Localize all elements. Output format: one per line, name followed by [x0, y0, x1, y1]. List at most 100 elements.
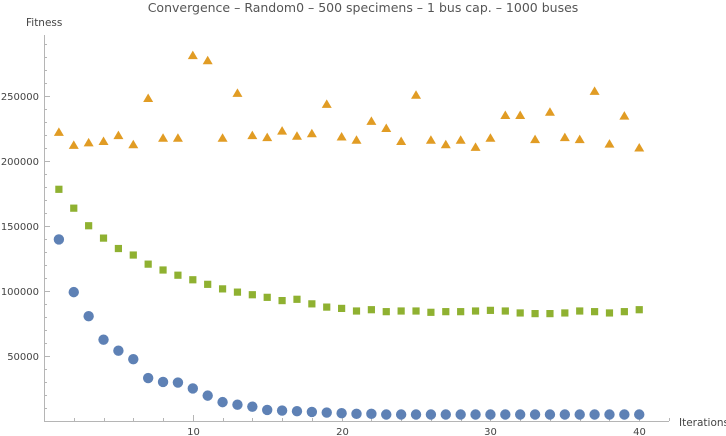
- axis-ticks: 10 20 30 40 50000 100000 150000 200000 250000: [1, 44, 670, 436]
- square-point: [144, 260, 152, 268]
- triangle-point: [381, 123, 392, 132]
- circle-point: [604, 409, 615, 420]
- triangle-point: [68, 140, 79, 149]
- square-point: [338, 304, 346, 313]
- circle-point: [500, 409, 511, 420]
- square-point: [590, 308, 599, 316]
- y-tick-label: 200000: [1, 157, 39, 168]
- triangle-point: [619, 111, 630, 120]
- data-points: [53, 50, 645, 420]
- square-point: [605, 309, 614, 317]
- triangle-point: [351, 135, 362, 144]
- circle-point: [619, 409, 630, 420]
- triangle-point: [143, 93, 154, 103]
- circle-point: [262, 404, 273, 416]
- circle-point: [455, 409, 466, 420]
- triangle-point: [500, 110, 511, 119]
- triangle-point: [455, 135, 466, 144]
- y-tick-label: 50000: [7, 352, 39, 363]
- circle-point: [113, 345, 124, 356]
- square-point: [352, 307, 361, 315]
- circle-point: [306, 406, 318, 418]
- triangle-point: [425, 135, 436, 144]
- square-point: [412, 307, 420, 315]
- circle-point: [276, 405, 288, 416]
- triangle-point: [262, 132, 273, 142]
- square-point: [293, 295, 301, 303]
- triangle-point: [396, 136, 407, 146]
- square-point: [620, 308, 628, 316]
- triangle-point: [515, 110, 526, 119]
- triangle-point: [336, 131, 347, 141]
- triangle-point: [366, 116, 377, 125]
- circle-point: [232, 399, 243, 410]
- square-point: [382, 308, 390, 316]
- circle-point: [83, 311, 94, 322]
- triangle-point: [470, 142, 481, 151]
- circle-point: [68, 286, 79, 298]
- x-tick-label: 30: [484, 427, 497, 436]
- square-point: [70, 204, 78, 212]
- square-point: [248, 291, 256, 299]
- circle-point: [514, 409, 526, 420]
- triangle-point: [530, 134, 541, 144]
- triangle-point: [485, 133, 496, 142]
- circle-point: [291, 406, 303, 417]
- x-tick-label: 20: [336, 427, 349, 436]
- square-point: [99, 234, 108, 242]
- circle-point: [53, 234, 65, 245]
- square-point: [189, 276, 197, 284]
- circle-point: [172, 377, 184, 388]
- triangle-point: [604, 139, 615, 148]
- triangle-point: [306, 128, 317, 138]
- triangle-point: [128, 139, 139, 149]
- circle-point: [247, 401, 258, 412]
- triangle-point: [411, 90, 422, 99]
- x-tick-label: 10: [187, 427, 200, 436]
- triangle-point: [589, 86, 600, 95]
- square-point: [576, 307, 584, 315]
- circle-point: [559, 409, 571, 420]
- circle-point: [336, 407, 347, 419]
- circle-point: [142, 372, 154, 384]
- square-point: [233, 288, 242, 296]
- circle-point: [634, 409, 645, 420]
- square-point: [114, 244, 123, 253]
- triangle-point: [113, 130, 124, 140]
- triangle-point: [247, 130, 258, 140]
- square-point: [635, 306, 643, 314]
- square-point: [129, 251, 137, 259]
- y-tick-label: 150000: [1, 222, 39, 233]
- triangle-point: [277, 126, 288, 135]
- circle-point: [425, 409, 437, 420]
- circle-point: [128, 353, 139, 365]
- circle-point: [202, 390, 213, 401]
- x-axis-label: Iterations: [679, 417, 726, 429]
- square-point: [457, 308, 465, 316]
- triangle-point: [634, 143, 645, 152]
- triangle-point: [440, 139, 451, 149]
- circle-point: [187, 383, 199, 394]
- square-point: [531, 310, 539, 318]
- square-point: [427, 308, 435, 316]
- triangle-point: [202, 55, 213, 65]
- circle-point: [366, 408, 377, 420]
- square-point: [308, 300, 316, 308]
- circle-point: [395, 409, 407, 420]
- triangle-point: [321, 99, 332, 108]
- square-point: [501, 307, 509, 315]
- circle-point: [574, 409, 585, 420]
- triangle-point: [187, 50, 198, 60]
- circle-point: [410, 409, 422, 420]
- triangle-point: [83, 137, 94, 147]
- square-point: [204, 280, 212, 288]
- chart-title: Convergence – Random0 – 500 specimens – …: [148, 0, 579, 15]
- square-point: [85, 222, 93, 230]
- y-axis-label: Fitness: [26, 17, 62, 29]
- circle-point: [589, 409, 600, 420]
- x-tick-label: 40: [633, 427, 646, 436]
- circle-point: [98, 334, 109, 345]
- square-point: [397, 307, 405, 315]
- square-point: [278, 296, 286, 305]
